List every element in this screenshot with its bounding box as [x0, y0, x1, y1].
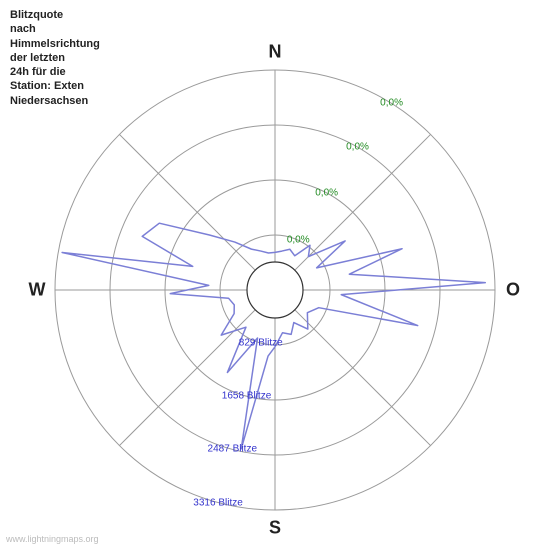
ring-label-blue: 2487 Blitze: [208, 444, 257, 455]
chart-title: BlitzquotenachHimmelsrichtungder letzten…: [10, 8, 100, 108]
polar-chart-container: { "title_lines": ["Blitzquote","nach","H…: [0, 0, 550, 550]
compass-w: W: [29, 280, 46, 301]
ring-label-green: 0,0%: [315, 187, 338, 198]
ring-label-green: 0,0%: [287, 235, 310, 246]
ring-label-blue: 829 Blitze: [239, 338, 283, 349]
ring-label-green: 0,0%: [346, 142, 369, 153]
compass-n: N: [269, 42, 282, 63]
ring-label-blue: 3316 Blitze: [193, 497, 242, 508]
compass-s: S: [269, 518, 281, 539]
footer-credit: www.lightningmaps.org: [6, 534, 99, 544]
compass-e: O: [506, 280, 520, 301]
ring-label-blue: 1658 Blitze: [222, 391, 271, 402]
ring-label-green: 0,0%: [380, 98, 403, 109]
